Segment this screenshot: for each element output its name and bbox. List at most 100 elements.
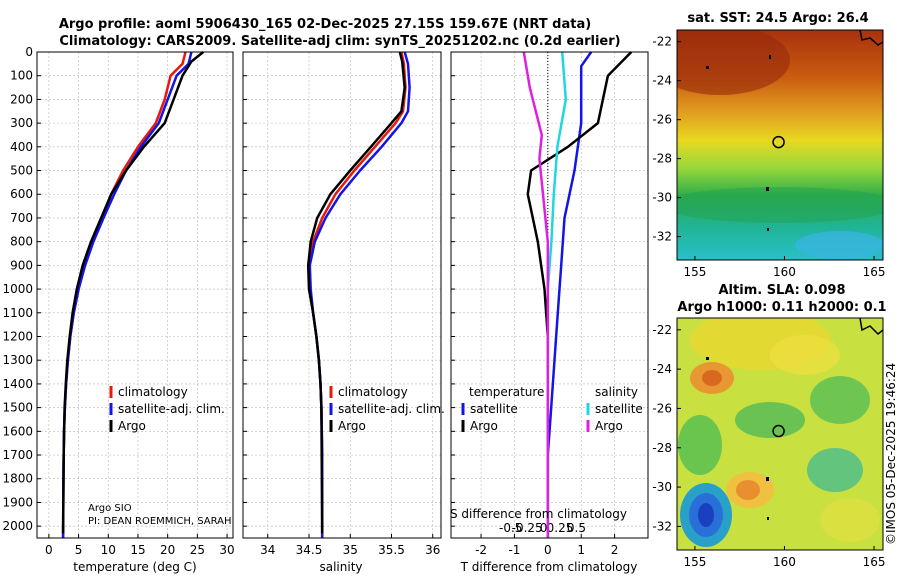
axes-frame	[36, 51, 234, 539]
map-ytick-label: -22	[652, 35, 672, 49]
xtick-top-label: 0	[540, 521, 548, 535]
ytick-label: 700	[10, 211, 33, 225]
xtick-label: 0	[45, 543, 53, 557]
sst-green-band	[677, 187, 883, 223]
xtick-label: 20	[160, 543, 175, 557]
series-temperature-argo	[526, 51, 633, 538]
xtick-label: 0	[544, 543, 552, 557]
map-ytick-label: -26	[652, 113, 672, 127]
ytick-label: 500	[10, 164, 33, 178]
series-salinity-satellite	[546, 51, 568, 538]
sst-island-3	[766, 187, 769, 191]
salinity-legend: climatology satellite-adj. clim. Argo	[329, 385, 445, 433]
figure-title-line2: Climatology: CARS2009. Satellite-adj cli…	[59, 34, 620, 49]
temperature-panel: 0100200300400500600700800900100011001200…	[2, 45, 234, 557]
argo-institution: Argo SIO	[88, 503, 132, 514]
xtick-label: 10	[101, 543, 116, 557]
map-ytick-label: -24	[652, 362, 672, 376]
xtick-label: 5	[75, 543, 83, 557]
salinity-xlabel: salinity	[319, 560, 362, 574]
imos-credit: ©IMOS 05-Dec-2025 19:46:24	[884, 363, 898, 545]
axes-frame	[242, 51, 442, 539]
sla-cyan-eddy-1	[807, 448, 863, 492]
sla-green-eddy-1	[678, 415, 722, 475]
sst-warm-pool	[677, 30, 790, 95]
sst-map-title: sat. SST: 24.5 Argo: 26.4	[687, 11, 868, 26]
map-ytick-label: -32	[652, 230, 672, 244]
ytick-label: 900	[10, 258, 33, 272]
map-ytick-label: -26	[652, 401, 672, 415]
xtick-label: 25	[190, 543, 205, 557]
sst-island-2	[769, 55, 771, 59]
map-xtick-label: 165	[863, 265, 886, 279]
legend-label-climatology: climatology	[118, 385, 188, 399]
sal-legend-label-climatology: climatology	[338, 385, 408, 399]
difference-legend-salinity: salinity satellite Argo	[586, 385, 643, 433]
map-xtick-label: 160	[773, 265, 796, 279]
temperature-xlabel: temperature (deg C)	[73, 560, 196, 574]
xtick-top-label: 0.5	[567, 521, 586, 535]
xtick-label: 36	[425, 543, 440, 557]
sla-orange-eddy-2-core	[736, 480, 760, 500]
sst-island-4	[767, 228, 769, 231]
map-ytick-label: -28	[652, 441, 672, 455]
ytick-label: 400	[10, 140, 33, 154]
xtick-label: 35.5	[378, 543, 405, 557]
salinity-panel: 34 34.5 35 35.5 36	[242, 51, 442, 557]
ytick-label: 1700	[2, 448, 33, 462]
sla-argo-position-marker	[772, 424, 785, 438]
difference-panel: -2 -1 0 1 2-0.5-0.250 0.250.5	[450, 51, 649, 557]
xtick-top-label: -0.5	[499, 521, 522, 535]
ytick-label: 200	[10, 92, 33, 106]
sst-map-axes: -22 -24 -26 -28 -30 -32 155 160 165	[652, 35, 885, 279]
xtick-label: -1	[508, 543, 520, 557]
diff-legend-label-argo-s: Argo	[595, 419, 623, 433]
sla-orange-eddy-1-core	[702, 370, 722, 386]
ytick-label: 100	[10, 69, 33, 83]
sal-legend-label-argo: Argo	[338, 419, 366, 433]
map-xtick-label: 155	[683, 555, 706, 569]
map-ytick-label: -30	[652, 480, 672, 494]
xtick-label: 1	[577, 543, 585, 557]
xtick-label: 2	[611, 543, 619, 557]
ytick-label: 0	[25, 45, 33, 59]
temperature-legend: climatology satellite-adj. clim. Argo	[109, 385, 225, 433]
xtick-label: 30	[219, 543, 234, 557]
xtick-top-label: 0.25	[547, 521, 574, 535]
xtick-top-label: -0.25	[512, 521, 543, 535]
map-ytick-label: -24	[652, 74, 672, 88]
ytick-label: 1800	[2, 472, 33, 486]
ytick-label: 1500	[2, 401, 33, 415]
diff-legend-temperature-title: temperature	[469, 385, 544, 399]
sla-island-3	[767, 517, 769, 520]
xtick-label: 34.5	[296, 543, 323, 557]
series-argo	[306, 51, 406, 534]
difference-xlabel-top: S difference from climatology	[450, 507, 627, 521]
ytick-label: 1200	[2, 329, 33, 343]
xtick-label: 34	[260, 543, 275, 557]
map-ytick-label: -22	[652, 323, 672, 337]
sla-blue-eddy-core	[698, 503, 714, 527]
sla-map-axes: -22 -24 -26 -28 -30 -32 155 160 165	[652, 323, 885, 569]
sla-yellow-patch-2	[770, 335, 840, 375]
difference-xlabel: T difference from climatology	[460, 560, 638, 574]
ytick-label: 800	[10, 235, 33, 249]
xtick-label: 35	[343, 543, 358, 557]
sst-cyan-patch	[795, 231, 883, 259]
series-temperature-satellite	[546, 51, 593, 538]
sst-map-frame	[676, 29, 884, 261]
ytick-label: 600	[10, 187, 33, 201]
argo-pi: PI: DEAN ROEMMICH, SARAH	[88, 516, 232, 527]
ytick-label: 1000	[2, 282, 33, 296]
sst-island-1	[706, 66, 709, 69]
diff-legend-label-argo-t: Argo	[470, 419, 498, 433]
sla-yellow-patch-3	[820, 498, 880, 542]
sst-argo-position-marker	[772, 135, 785, 149]
sla-map	[677, 318, 883, 550]
series-satellite-adj-clim-	[61, 51, 193, 539]
figure-title-line1: Argo profile: aoml 5906430_165 02-Dec-20…	[59, 17, 591, 32]
sst-map	[677, 30, 883, 260]
sla-map-frame	[676, 317, 884, 551]
sla-green-eddy-2	[735, 402, 805, 438]
